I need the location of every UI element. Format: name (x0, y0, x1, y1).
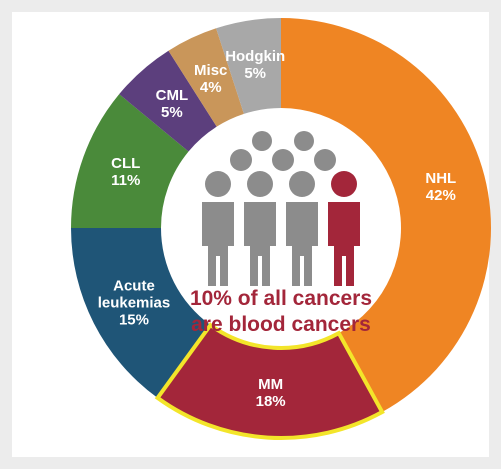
segment-label: Misc 4% (171, 62, 251, 96)
segment (281, 18, 492, 413)
segment-label: Acute leukemias 15% (94, 277, 174, 328)
center-text: are blood cancers (191, 313, 371, 336)
segment-label: MM 18% (231, 376, 311, 410)
segment-label: CML 5% (132, 87, 212, 121)
segment (216, 18, 281, 114)
category-label: MM (258, 375, 284, 393)
category-label: Hodgkin (225, 48, 286, 66)
segment-label: Hodgkin 5% (215, 48, 295, 82)
value-label: 15% (118, 311, 149, 329)
value-label: 5% (244, 65, 267, 83)
value-label: 42% (425, 186, 456, 204)
people-icon (202, 131, 360, 286)
center-text: 10% of all cancers (190, 287, 372, 310)
segment (70, 228, 211, 398)
segments (70, 18, 492, 440)
category-label: NHL (425, 169, 457, 187)
category-label: CLL (111, 155, 141, 173)
segment (154, 322, 385, 440)
category-label: Acute leukemias (97, 277, 171, 312)
segment-label: CLL 11% (86, 155, 166, 189)
segment-label: NHL 42% (401, 170, 481, 204)
segment (168, 28, 244, 127)
value-label: 18% (255, 392, 286, 410)
category-label: CML (155, 87, 189, 105)
segment (119, 50, 217, 152)
category-label: Misc (194, 61, 228, 79)
value-label: 4% (199, 78, 222, 96)
segment (71, 94, 189, 228)
value-label: 11% (111, 172, 141, 190)
value-label: 5% (161, 104, 183, 122)
